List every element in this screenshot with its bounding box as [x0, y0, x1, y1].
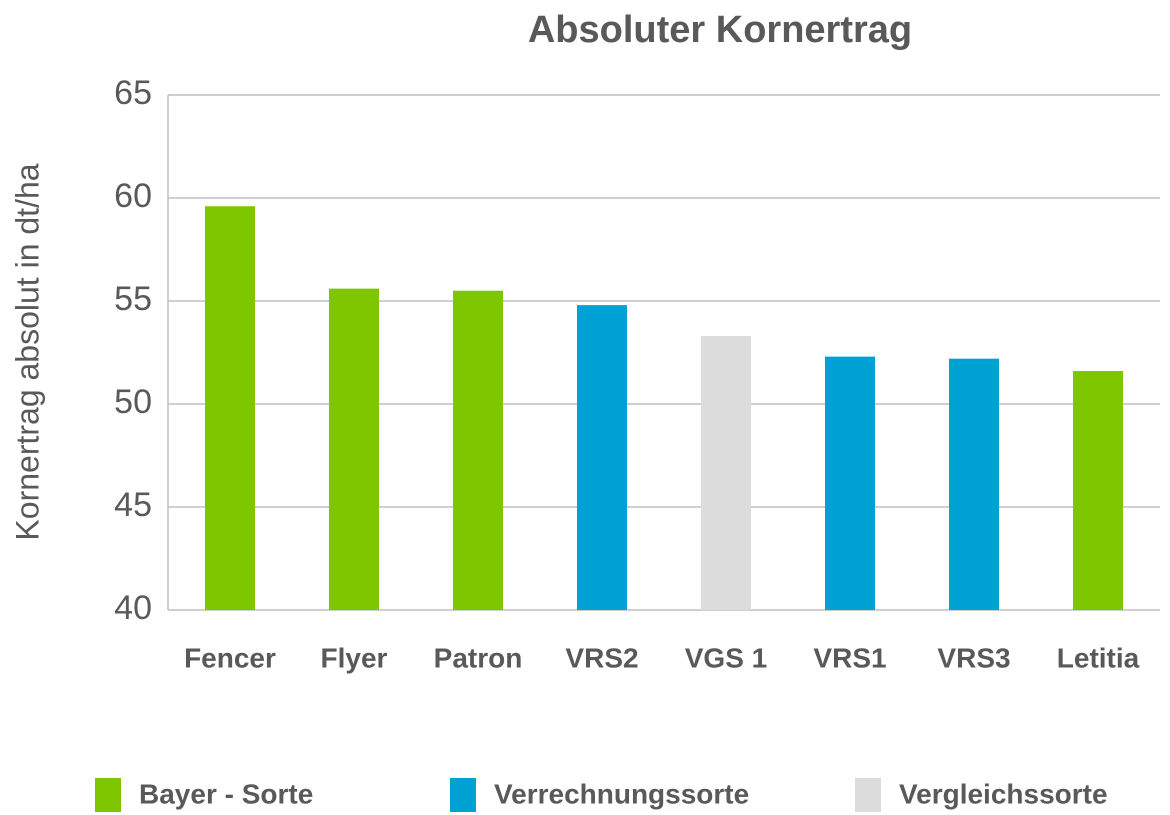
x-tick-label: Fencer: [184, 642, 276, 673]
y-tick-label: 65: [114, 74, 152, 112]
y-tick-label: 50: [114, 383, 152, 421]
bar: [453, 290, 503, 610]
x-tick-label: Letitia: [1057, 642, 1140, 673]
legend-label: Vergleichssorte: [899, 778, 1108, 809]
y-tick-label: 40: [114, 589, 152, 627]
y-tick-label: 45: [114, 486, 152, 524]
y-axis-label: Kornertrag absolut in dt/ha: [9, 163, 45, 540]
x-tick-label: Patron: [434, 642, 523, 673]
legend-swatch: [855, 778, 881, 812]
y-tick-label: 55: [114, 280, 152, 318]
bar: [701, 336, 751, 610]
y-tick-label: 60: [114, 177, 152, 215]
x-tick-label: VGS 1: [685, 642, 767, 673]
bar: [205, 206, 255, 611]
legend-label: Bayer - Sorte: [139, 778, 313, 809]
bar: [949, 358, 999, 610]
bar: [1073, 371, 1123, 610]
legend-label: Verrechnungssorte: [494, 778, 749, 809]
x-tick-label: VRS1: [813, 642, 886, 673]
x-tick-label: Flyer: [321, 642, 388, 673]
bar: [329, 288, 379, 610]
bar: [825, 356, 875, 610]
legend-swatch: [95, 778, 121, 812]
x-tick-label: VRS2: [565, 642, 638, 673]
x-tick-label: VRS3: [937, 642, 1010, 673]
legend-swatch: [450, 778, 476, 812]
bar: [577, 305, 627, 610]
chart-title: Absoluter Kornertrag: [528, 9, 912, 51]
